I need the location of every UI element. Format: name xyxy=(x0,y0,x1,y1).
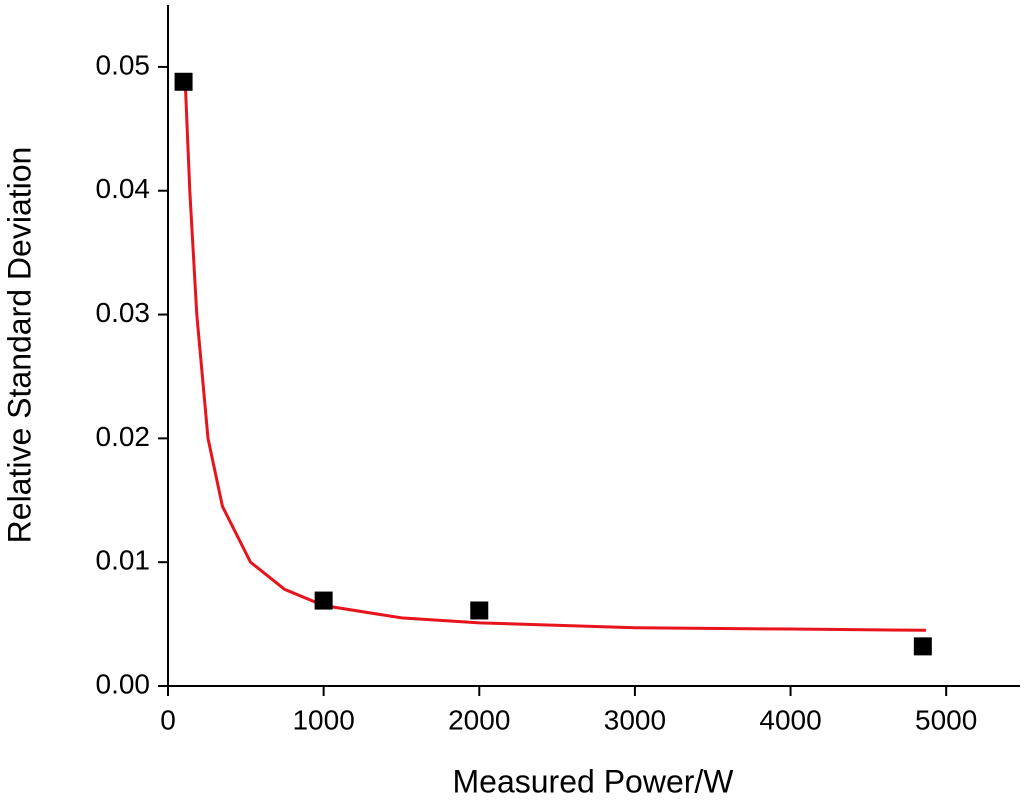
data-point xyxy=(470,601,489,620)
y-tick-label: 0.01 xyxy=(96,545,151,576)
y-tick-label: 0.03 xyxy=(96,297,151,328)
x-tick-label: 5000 xyxy=(915,704,977,735)
data-point xyxy=(174,72,193,91)
x-tick-label: 4000 xyxy=(759,704,821,735)
data-point xyxy=(913,637,932,656)
x-tick-label: 3000 xyxy=(604,704,666,735)
y-tick-label: 0.02 xyxy=(96,421,151,452)
y-tick-label: 0.00 xyxy=(96,668,151,699)
y-tick-label: 0.04 xyxy=(96,173,151,204)
data-point xyxy=(314,591,333,610)
x-axis-label: Measured Power/W xyxy=(453,763,735,799)
x-tick-label: 1000 xyxy=(292,704,354,735)
fit-curve xyxy=(183,79,926,632)
x-tick-label: 2000 xyxy=(448,704,510,735)
y-tick-label: 0.05 xyxy=(96,49,151,80)
y-axis-label: Relative Standard Deviation xyxy=(1,147,37,544)
x-tick-label: 0 xyxy=(160,704,176,735)
